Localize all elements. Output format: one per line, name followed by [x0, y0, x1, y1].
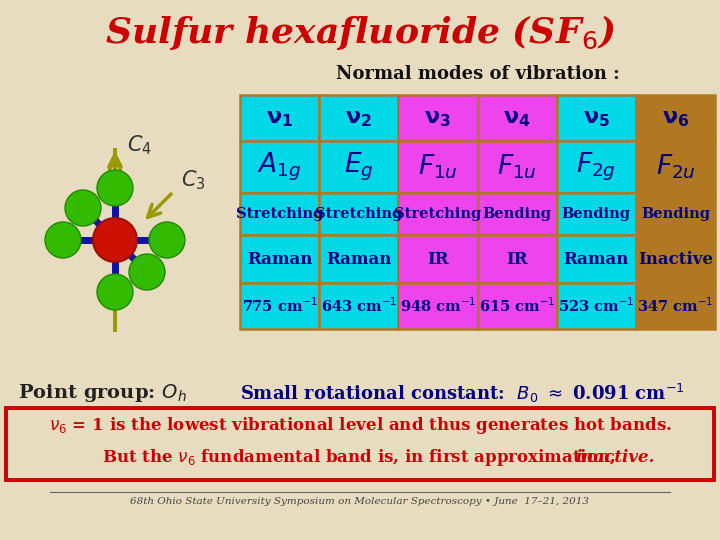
Bar	[557, 235, 636, 283]
Text: 615 cm$^{-1}$: 615 cm$^{-1}$	[479, 296, 555, 315]
Bar	[636, 193, 715, 235]
Text: $\mathbf{\nu_1}$: $\mathbf{\nu_1}$	[266, 107, 293, 129]
Bar	[477, 141, 557, 193]
Bar	[319, 283, 398, 329]
Bar	[240, 193, 319, 235]
Bar	[557, 141, 636, 193]
Circle shape	[45, 222, 81, 258]
Bar	[636, 141, 715, 193]
Text: Stretching: Stretching	[315, 207, 402, 221]
Text: But the $\nu_6$ fundamental band is, in first approximation,: But the $\nu_6$ fundamental band is, in …	[102, 448, 618, 469]
Text: Bending: Bending	[482, 207, 552, 221]
Bar	[398, 193, 477, 235]
Text: Bending: Bending	[562, 207, 631, 221]
Text: 347 cm$^{-1}$: 347 cm$^{-1}$	[637, 296, 714, 315]
Text: Small rotational constant:  $\mathit{B_0}$ $\approx$ 0.091 cm$^{-1}$: Small rotational constant: $\mathit{B_0}…	[240, 381, 685, 404]
Text: Bending: Bending	[641, 207, 710, 221]
Circle shape	[97, 274, 133, 310]
Circle shape	[129, 254, 165, 290]
Bar	[240, 141, 319, 193]
Text: Raman: Raman	[564, 251, 629, 267]
Text: 68th Ohio State University Symposium on Molecular Spectroscopy • June  17–21, 20: 68th Ohio State University Symposium on …	[130, 497, 590, 507]
Bar	[557, 283, 636, 329]
Bar	[240, 283, 319, 329]
Bar	[636, 283, 715, 329]
Text: inactive.: inactive.	[575, 449, 654, 467]
Text: $\mathbf{\nu_2}$: $\mathbf{\nu_2}$	[346, 107, 372, 129]
Circle shape	[149, 222, 185, 258]
Text: Normal modes of vibration :: Normal modes of vibration :	[336, 65, 620, 83]
Bar	[240, 95, 319, 141]
Bar	[398, 95, 477, 141]
Text: $\mathbf{\nu_6}$: $\mathbf{\nu_6}$	[662, 107, 689, 129]
Circle shape	[93, 218, 137, 262]
Text: 523 cm$^{-1}$: 523 cm$^{-1}$	[558, 296, 634, 315]
Bar	[636, 95, 715, 141]
Bar	[477, 283, 557, 329]
Bar	[319, 193, 398, 235]
Text: Raman: Raman	[326, 251, 392, 267]
Text: $\mathit{F_{2g}}$: $\mathit{F_{2g}}$	[576, 151, 616, 183]
Bar	[240, 235, 319, 283]
Text: $\mathbf{\nu_3}$: $\mathbf{\nu_3}$	[425, 107, 451, 129]
Text: $\mathit{F_{1u}}$: $\mathit{F_{1u}}$	[418, 153, 458, 181]
Text: 775 cm$^{-1}$: 775 cm$^{-1}$	[242, 296, 318, 315]
Bar	[636, 235, 715, 283]
Text: 948 cm$^{-1}$: 948 cm$^{-1}$	[400, 296, 476, 315]
Text: Raman: Raman	[247, 251, 312, 267]
FancyBboxPatch shape	[6, 408, 714, 480]
Bar	[557, 95, 636, 141]
Bar	[319, 235, 398, 283]
Text: Stretching: Stretching	[395, 207, 482, 221]
Text: $\mathit{C_3}$: $\mathit{C_3}$	[181, 168, 206, 192]
Text: $\mathit{E_{g}}$: $\mathit{E_{g}}$	[344, 151, 374, 183]
Text: IR: IR	[506, 251, 528, 267]
Text: Point group: $\mathit{O_h}$: Point group: $\mathit{O_h}$	[18, 382, 186, 404]
Text: IR: IR	[427, 251, 449, 267]
Text: Stretching: Stretching	[236, 207, 323, 221]
Bar	[398, 283, 477, 329]
Bar	[477, 95, 557, 141]
Circle shape	[65, 190, 101, 226]
Bar	[319, 141, 398, 193]
Text: $\mathbf{\nu_5}$: $\mathbf{\nu_5}$	[582, 107, 610, 129]
Text: $\mathit{C_4}$: $\mathit{C_4}$	[127, 133, 152, 157]
Bar	[477, 193, 557, 235]
Text: $\mathbf{\nu_4}$: $\mathbf{\nu_4}$	[503, 107, 531, 129]
Text: $\mathit{F_{1u}}$: $\mathit{F_{1u}}$	[498, 153, 537, 181]
Text: $\mathit{F_{2u}}$: $\mathit{F_{2u}}$	[655, 153, 696, 181]
Bar	[319, 95, 398, 141]
Bar	[398, 141, 477, 193]
Circle shape	[97, 170, 133, 206]
Text: 643 cm$^{-1}$: 643 cm$^{-1}$	[320, 296, 397, 315]
Text: Inactive: Inactive	[638, 251, 713, 267]
Bar	[557, 193, 636, 235]
Bar	[477, 235, 557, 283]
Text: $\mathit{A_{1g}}$: $\mathit{A_{1g}}$	[258, 151, 302, 183]
Text: $\nu_6$ = 1 is the lowest vibrational level and thus generates hot bands.: $\nu_6$ = 1 is the lowest vibrational le…	[48, 415, 672, 436]
Text: Sulfur hexafluoride (SF$_6$): Sulfur hexafluoride (SF$_6$)	[105, 14, 615, 52]
Bar	[398, 235, 477, 283]
